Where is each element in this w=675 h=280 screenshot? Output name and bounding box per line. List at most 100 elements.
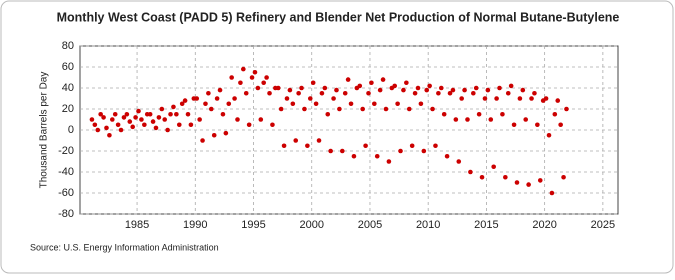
data-point (305, 143, 310, 149)
data-point (252, 69, 258, 75)
data-point (424, 87, 430, 93)
data-point (369, 80, 374, 86)
y-tick-label: 0 (68, 124, 74, 136)
data-point (101, 115, 106, 120)
data-point (508, 83, 514, 89)
data-point (482, 96, 488, 101)
data-point (127, 119, 133, 124)
data-point (412, 90, 418, 96)
data-point (261, 80, 267, 86)
data-point (115, 122, 121, 128)
data-point (406, 106, 412, 112)
data-point (232, 96, 237, 101)
data-point (246, 122, 252, 128)
data-point (112, 111, 118, 117)
data-point (363, 143, 368, 149)
x-tick-label: 1995 (241, 219, 265, 231)
data-point (529, 96, 534, 101)
data-point (511, 122, 517, 128)
data-point (200, 138, 205, 143)
data-point (258, 117, 264, 122)
x-tick-label: 2000 (299, 219, 323, 231)
data-point (107, 132, 112, 138)
y-tick-label: -20 (58, 145, 74, 157)
data-point (427, 83, 432, 89)
data-point (211, 132, 217, 138)
data-point (473, 85, 479, 91)
data-point (415, 85, 421, 91)
data-point (168, 111, 173, 117)
data-point (142, 122, 147, 128)
data-point (162, 117, 168, 122)
data-point (438, 85, 444, 91)
data-point (342, 90, 348, 96)
data-point (558, 122, 563, 128)
data-point (462, 87, 467, 93)
data-point (319, 90, 325, 96)
y-axis-label: Thousand Barrels per Day (39, 72, 50, 189)
data-point (214, 96, 220, 101)
data-point (337, 106, 342, 112)
data-point (176, 122, 182, 128)
data-point (89, 117, 95, 122)
data-point (182, 98, 188, 103)
data-point (139, 117, 144, 122)
y-tick-label: 20 (62, 103, 74, 115)
data-point (421, 148, 427, 154)
data-point (110, 117, 115, 122)
data-point (444, 153, 450, 159)
data-point (555, 98, 561, 103)
data-point (377, 87, 383, 93)
data-point (561, 174, 566, 180)
data-point (226, 101, 232, 107)
data-point (476, 111, 482, 117)
data-point (447, 90, 453, 96)
data-point (302, 106, 307, 112)
data-point (229, 75, 234, 80)
data-point (366, 90, 371, 96)
data-point (153, 125, 159, 131)
data-point (133, 115, 138, 120)
x-tick-label: 1985 (125, 219, 149, 231)
data-point (485, 87, 491, 93)
data-point (95, 127, 101, 133)
data-point (491, 164, 496, 170)
y-tick-label: -40 (58, 166, 74, 178)
data-point (386, 159, 392, 164)
data-point (409, 143, 415, 149)
data-point (334, 87, 339, 93)
data-point (549, 190, 555, 196)
data-point (392, 83, 398, 89)
data-point (299, 85, 304, 91)
data-point (383, 106, 389, 112)
data-point (220, 111, 226, 117)
data-point (505, 90, 511, 96)
data-point (313, 101, 319, 107)
data-point (255, 85, 261, 91)
data-point (249, 75, 255, 80)
data-point (436, 90, 441, 96)
data-point (465, 117, 470, 122)
data-point (453, 117, 459, 122)
data-point (203, 101, 208, 107)
data-point (514, 180, 520, 185)
data-point (241, 66, 246, 72)
data-point (564, 106, 569, 112)
frame (0, 0, 674, 274)
data-point (223, 130, 229, 136)
data-point (150, 119, 156, 124)
data-point (552, 111, 558, 117)
y-tick-label: 80 (62, 40, 74, 52)
data-point (348, 101, 354, 107)
data-point (243, 90, 249, 96)
data-point (532, 90, 537, 96)
x-tick-label: 2015 (474, 219, 498, 231)
y-tick-label: 60 (62, 61, 74, 73)
data-point (270, 122, 275, 128)
chart-title: Monthly West Coast (PADD 5) Refinery and… (57, 10, 620, 24)
data-point (118, 127, 124, 133)
data-point (316, 138, 322, 143)
data-point (479, 174, 485, 180)
y-tick-label: -80 (58, 208, 74, 220)
